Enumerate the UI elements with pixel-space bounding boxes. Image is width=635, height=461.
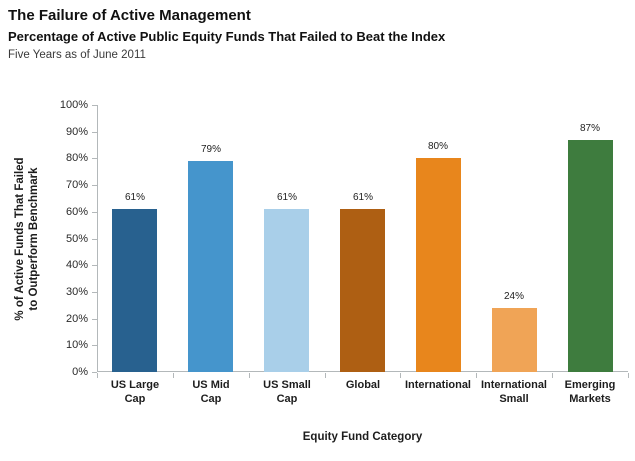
x-tick-mark bbox=[249, 373, 250, 378]
y-tick-label: 30% bbox=[65, 286, 88, 298]
y-tick-label: 10% bbox=[65, 339, 88, 351]
x-category-label: International Small bbox=[472, 379, 556, 406]
x-tick-mark bbox=[476, 373, 477, 378]
x-category-label-line: Cap bbox=[276, 392, 298, 405]
bar bbox=[568, 140, 613, 372]
x-tick-mark bbox=[628, 373, 629, 378]
y-tick-mark bbox=[92, 185, 97, 186]
x-category-label-line: US Mid bbox=[192, 379, 230, 391]
y-tick-label: 90% bbox=[65, 126, 88, 138]
x-category-label-line: US Large bbox=[110, 379, 160, 391]
x-category-label: US Large Cap bbox=[93, 379, 177, 406]
y-tick-mark bbox=[92, 265, 97, 266]
y-tick-mark bbox=[92, 158, 97, 159]
chart-period: Five Years as of June 2011 bbox=[8, 49, 146, 61]
y-tick-label: 50% bbox=[65, 233, 88, 245]
chart-title: The Failure of Active Management bbox=[8, 7, 251, 24]
x-category-label-line: Cap bbox=[124, 392, 146, 405]
y-tick-mark bbox=[92, 319, 97, 320]
y-tick-label: 100% bbox=[59, 99, 88, 111]
y-tick-label: 20% bbox=[65, 313, 88, 325]
y-tick-label: 80% bbox=[65, 152, 88, 164]
y-tick-label: 60% bbox=[65, 206, 88, 218]
x-tick-mark bbox=[97, 373, 98, 378]
bar bbox=[340, 209, 385, 372]
x-axis-title: Equity Fund Category bbox=[302, 431, 423, 443]
x-tick-mark bbox=[552, 373, 553, 378]
x-category-label-line: Cap bbox=[200, 392, 222, 405]
x-category-label-line: US Small bbox=[263, 379, 311, 391]
y-tick-mark bbox=[92, 372, 97, 373]
bar-value-label: 80% bbox=[427, 141, 448, 152]
chart-header: The Failure of Active Management Percent… bbox=[8, 6, 445, 63]
x-category-label: International bbox=[396, 379, 480, 393]
x-category-label-line: Global bbox=[345, 379, 381, 391]
bar bbox=[492, 308, 537, 372]
bar-value-label: 61% bbox=[276, 192, 297, 203]
y-tick-mark bbox=[92, 105, 97, 106]
chart-subtitle: Percentage of Active Public Equity Funds… bbox=[8, 29, 446, 44]
y-tick-label: 40% bbox=[65, 259, 88, 271]
bar bbox=[188, 161, 233, 372]
y-tick-label: 0% bbox=[72, 366, 88, 378]
bar-value-label: 24% bbox=[503, 291, 524, 302]
y-tick-mark bbox=[92, 132, 97, 133]
x-tick-mark bbox=[325, 373, 326, 378]
bar bbox=[264, 209, 309, 372]
x-category-label: Emerging Markets bbox=[548, 379, 632, 406]
x-category-label-line: Emerging bbox=[564, 379, 616, 391]
y-tick-mark bbox=[92, 239, 97, 240]
bar-value-label: 79% bbox=[200, 144, 221, 155]
x-tick-mark bbox=[173, 373, 174, 378]
x-category-label-line: Markets bbox=[569, 392, 611, 405]
bar-value-label: 61% bbox=[124, 192, 145, 203]
x-category-label: US Mid Cap bbox=[169, 379, 253, 406]
bar bbox=[112, 209, 157, 372]
x-category-label: Global bbox=[321, 379, 405, 393]
x-tick-mark bbox=[400, 373, 401, 378]
y-tick-mark bbox=[92, 212, 97, 213]
bar-value-label: 61% bbox=[352, 192, 373, 203]
y-tick-label: 70% bbox=[65, 179, 88, 191]
y-axis-title-line1: % of Active Funds That Failed bbox=[14, 157, 26, 321]
x-category-label-line: International bbox=[480, 379, 547, 391]
bar bbox=[416, 158, 461, 372]
bar-value-label: 87% bbox=[579, 123, 600, 134]
x-category-label-line: Small bbox=[499, 392, 529, 405]
y-tick-mark bbox=[92, 345, 97, 346]
y-tick-mark bbox=[92, 292, 97, 293]
x-category-label: US Small Cap bbox=[245, 379, 329, 406]
x-category-label-line: International bbox=[404, 379, 471, 391]
